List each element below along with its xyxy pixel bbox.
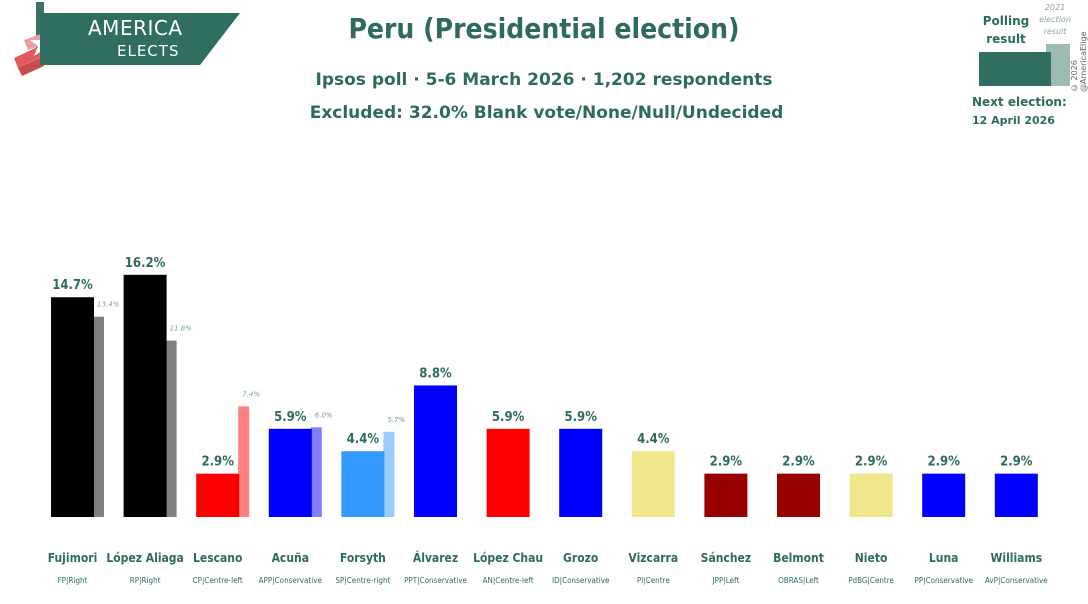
next-election-date: 12 April 2026 [972,114,1055,127]
bar-6 [486,428,530,517]
value-label-0: 14.7% [52,278,93,293]
bar-7 [559,428,603,517]
bar-1 [123,274,167,517]
candidate-label-13: Williams [990,551,1042,565]
prev-value-label-3: 6.0% [315,411,333,419]
candidate-label-6: López Chau [473,551,543,565]
bar-5 [414,385,457,517]
legend-poll-swatch [979,52,1051,86]
prev-bar-2 [238,406,250,517]
poll-subtitle: Ipsos poll · 5-6 March 2026 · 1,202 resp… [315,70,773,90]
prev-value-label-4: 5.7% [387,416,405,424]
value-label-12: 2.9% [927,455,960,470]
value-label-11: 2.9% [855,455,888,470]
value-label-13: 2.9% [1000,455,1033,470]
party-label-7: ID|Conservative [552,576,610,585]
legend-poll-label: Polling result [982,14,1030,46]
candidate-label-12: Luna [929,551,959,565]
america-elects-logo: AMERICA ELECTS [0,0,250,80]
candidate-label-10: Belmont [773,551,824,565]
bar-2 [196,473,240,517]
prev-bar-4 [383,431,395,517]
party-label-4: SP|Centre-right [335,576,390,585]
prev-value-label-1: 11.8% [170,325,193,333]
next-election-label: Next election: [972,95,1067,109]
value-label-10: 2.9% [782,455,815,470]
value-label-2: 2.9% [201,455,234,470]
bar-3 [268,428,312,517]
party-label-13: AvP|Conservative [985,576,1048,585]
bar-11 [849,473,893,517]
excluded-note: Excluded: 32.0% Blank vote/None/Null/Und… [309,103,784,123]
value-label-1: 16.2% [125,256,166,271]
logo-text-elects: ELECTS [117,42,180,60]
prev-bar-0 [93,316,104,517]
value-label-3: 5.9% [274,410,307,425]
candidate-label-11: Nieto [855,551,888,565]
candidate-label-2: Lescano [193,551,242,565]
legend-prev-label: 2021 election result [1039,3,1071,36]
candidate-label-0: Fujimori [48,551,98,565]
party-label-10: OBRAS|Left [778,576,819,585]
chart-title: Peru (Presidential election) [348,12,740,45]
party-label-3: APP|Conservative [259,576,323,585]
party-label-9: JPP|Left [712,576,740,585]
prev-bar-3 [310,427,322,517]
value-label-7: 5.9% [564,410,597,425]
candidate-label-3: Acuña [272,551,309,565]
candidate-label-7: Grozo [563,551,598,565]
party-label-5: PPT|Conservative [404,576,467,585]
value-label-8: 4.4% [637,432,670,447]
bar-0 [51,297,94,517]
bar-10 [777,473,820,517]
candidate-label-4: Forsyth [340,551,386,565]
party-label-0: FP|Right [58,576,88,585]
candidate-label-9: Sánchez [701,551,751,565]
value-label-6: 5.9% [492,410,525,425]
party-label-8: PI|Centre [637,576,671,585]
bar-12 [922,473,966,517]
value-label-9: 2.9% [710,455,743,470]
party-label-1: RP|Right [130,576,161,585]
bar-9 [704,473,748,517]
prev-value-label-2: 7.4% [242,390,260,398]
bar-4 [341,451,385,517]
bar-8 [631,451,675,517]
value-label-5: 8.8% [419,366,452,381]
candidate-label-1: López Aliaga [106,551,183,565]
candidate-label-8: Vizcarra [628,551,678,565]
party-label-12: PP|Conservative [914,576,973,585]
value-label-4: 4.4% [347,432,380,447]
logo-text-america: AMERICA [88,16,183,40]
prev-value-label-0: 13.4% [97,301,120,309]
party-label-6: AN|Centre-left [483,576,534,585]
prev-bar-1 [165,340,177,517]
party-label-2: CP|Centre-left [193,576,243,585]
party-label-11: PdBG|Centre [848,576,894,585]
bar-13 [994,473,1038,517]
candidate-label-5: Álvarez [413,550,458,565]
